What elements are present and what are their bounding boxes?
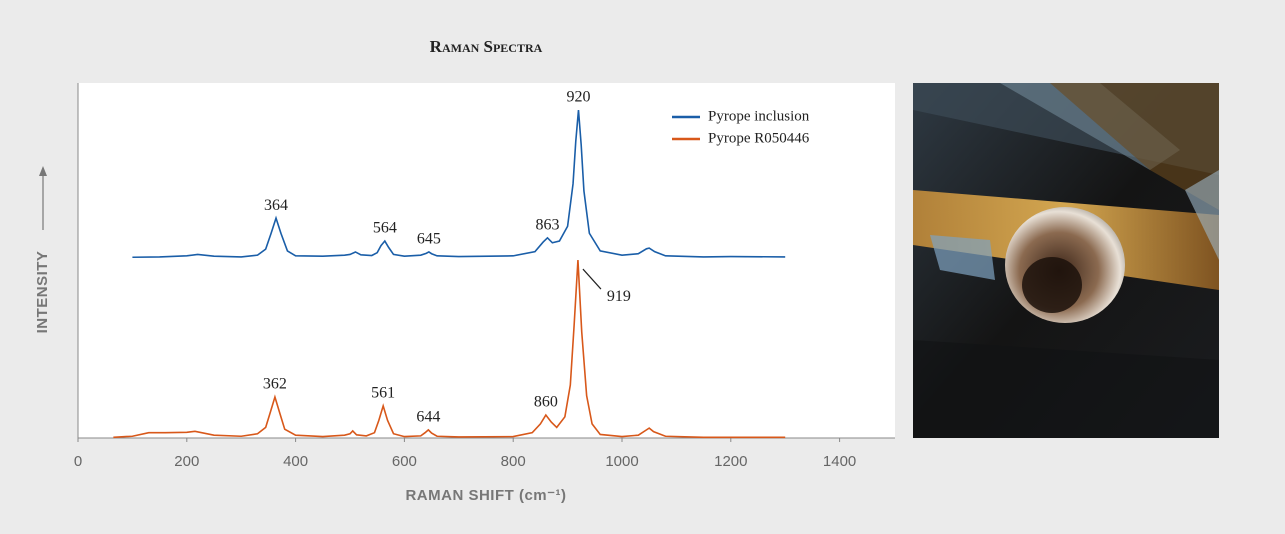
x-tick-label: 800 [501, 453, 526, 470]
annotation: 561 [371, 385, 395, 402]
annotation: 644 [416, 409, 440, 426]
annotation: 863 [535, 217, 559, 234]
x-tick-label: 600 [392, 453, 417, 470]
x-tick-label: 200 [174, 453, 199, 470]
figure: Raman Spectra RAMAN SHIFT (cm⁻¹) INTENSI… [0, 0, 1285, 529]
x-axis-title: RAMAN SHIFT (cm⁻¹) [405, 487, 566, 504]
legend-label: Pyrope inclusion [708, 108, 810, 124]
annotation: 564 [373, 220, 397, 237]
annotation: 920 [566, 89, 590, 106]
x-tick-label: 1000 [605, 453, 638, 470]
x-tick-label: 1400 [823, 453, 856, 470]
y-axis-title: INTENSITY [34, 251, 51, 334]
annotation: 364 [264, 197, 288, 214]
chart-title: Raman Spectra [430, 37, 543, 56]
annotation: 919 [607, 288, 631, 305]
legend-label: Pyrope R050446 [708, 130, 810, 146]
x-tick-label: 1200 [714, 453, 747, 470]
annotation: 362 [263, 376, 287, 393]
annotation: 860 [534, 394, 558, 411]
x-tick-label: 0 [74, 453, 82, 470]
x-tick-label: 400 [283, 453, 308, 470]
photo [913, 83, 1219, 438]
y-arrow [39, 166, 47, 230]
annotation: 645 [417, 231, 441, 248]
